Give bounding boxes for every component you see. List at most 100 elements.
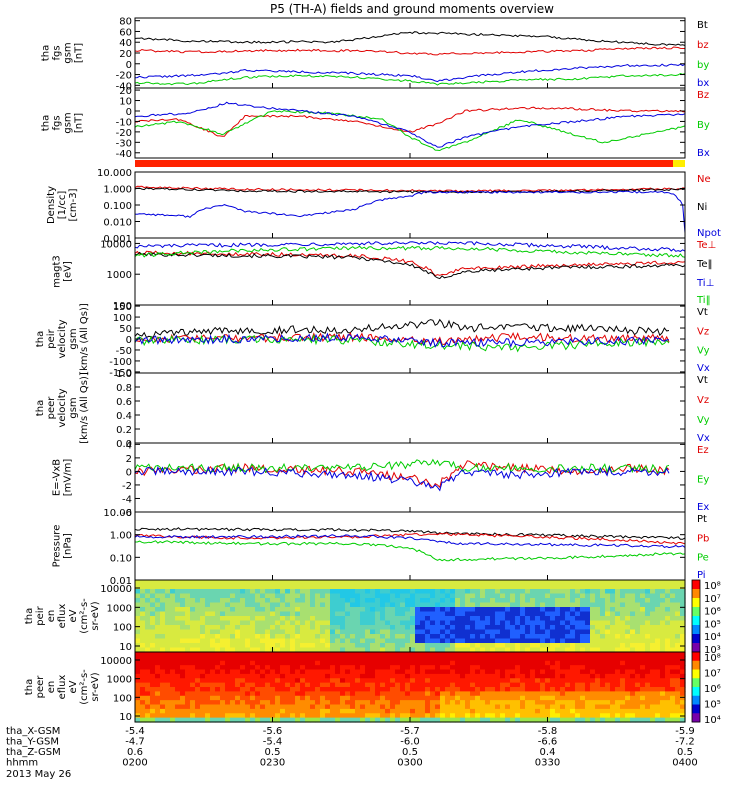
heatmap-cell <box>435 713 441 719</box>
heatmap-cell <box>335 580 341 586</box>
heatmap-cell <box>160 678 166 684</box>
heatmap-cell <box>620 598 626 604</box>
heatmap-cell <box>140 652 146 657</box>
heatmap-cell <box>230 580 236 586</box>
heatmap-cell <box>535 647 541 653</box>
heatmap-cell <box>525 660 531 666</box>
heatmap-cell <box>410 598 416 604</box>
heatmap-cell <box>585 687 591 692</box>
heatmap-cell <box>410 629 416 635</box>
heatmap-cell <box>155 629 161 635</box>
heatmap-cell <box>645 620 651 626</box>
heatmap-cell <box>660 625 666 631</box>
heatmap-cell <box>565 607 571 613</box>
heatmap-cell <box>140 634 146 640</box>
heatmap-cell <box>350 616 356 622</box>
heatmap-cell <box>440 656 446 662</box>
heatmap-cell <box>330 669 336 675</box>
heatmap-cell <box>360 643 366 649</box>
heatmap-cell <box>235 695 241 701</box>
heatmap-cell <box>365 695 371 701</box>
heatmap-cell <box>425 616 431 622</box>
heatmap-cell <box>445 660 451 666</box>
heatmap-cell <box>170 678 176 684</box>
heatmap-cell <box>180 717 186 723</box>
heatmap-cell <box>400 704 406 710</box>
heatmap-cell <box>200 638 206 644</box>
heatmap-cell <box>465 691 471 697</box>
heatmap-cell <box>550 682 556 688</box>
heatmap-cell <box>590 687 596 692</box>
series-Ex <box>134 465 670 492</box>
heatmap-cell <box>300 656 306 662</box>
heatmap-cell <box>445 708 451 714</box>
heatmap-cell <box>470 611 476 617</box>
heatmap-cell <box>530 643 536 649</box>
heatmap-cell <box>535 607 541 613</box>
heatmap-cell <box>195 656 201 662</box>
heatmap-cell <box>140 713 146 719</box>
ylabel-line: fgs <box>52 115 63 130</box>
heatmap-cell <box>140 629 146 635</box>
heatmap-cell <box>220 593 226 599</box>
heatmap-cell <box>660 647 666 653</box>
heatmap-cell <box>550 584 556 590</box>
heatmap-cell <box>420 625 426 631</box>
heatmap-cell <box>570 695 576 701</box>
heatmap-cell <box>355 656 361 662</box>
heatmap-cell <box>615 643 621 649</box>
heatmap-cell <box>660 717 666 723</box>
heatmap-cell <box>405 656 411 662</box>
heatmap-cell <box>485 593 491 599</box>
heatmap-cell <box>410 708 416 714</box>
heatmap-cell <box>150 607 156 613</box>
heatmap-cell <box>680 593 686 599</box>
heatmap-cell <box>145 580 151 586</box>
heatmap-cell <box>485 620 491 626</box>
heatmap-cell <box>155 589 161 595</box>
heatmap-cell <box>465 589 471 595</box>
heatmap-cell <box>235 584 241 590</box>
heatmap-cell <box>350 652 356 657</box>
heatmap-cell <box>640 704 646 710</box>
heatmap-cell <box>180 607 186 613</box>
panel-peir_velocity: VtVzVyVx150100500-50-100-150thapeirveloc… <box>35 302 710 379</box>
heatmap-cell <box>350 598 356 604</box>
heatmap-cell <box>560 625 566 631</box>
heatmap-cell <box>485 611 491 617</box>
heatmap-cell <box>175 704 181 710</box>
heatmap-cell <box>515 584 521 590</box>
heatmap-cell <box>320 607 326 613</box>
heatmap-cell <box>230 629 236 635</box>
heatmap-cell <box>205 691 211 697</box>
legend-By: By <box>697 120 710 131</box>
heatmap-cell <box>615 584 621 590</box>
panel-frame <box>134 171 686 239</box>
heatmap-cell <box>640 629 646 635</box>
heatmap-cell <box>590 584 596 590</box>
heatmap-cell <box>670 643 676 649</box>
heatmap-cell <box>630 660 636 666</box>
heatmap-cell <box>220 717 226 723</box>
heatmap-cell <box>210 652 216 657</box>
heatmap-cell <box>365 660 371 666</box>
heatmap-cell <box>455 602 461 608</box>
heatmap-cell <box>165 673 171 679</box>
heatmap-cell <box>630 584 636 590</box>
heatmap-cell <box>575 700 581 706</box>
heatmap-cell <box>575 589 581 595</box>
heatmap-cell <box>465 602 471 608</box>
heatmap-cell <box>180 678 186 684</box>
heatmap-cell <box>535 713 541 719</box>
heatmap-cell <box>400 607 406 613</box>
heatmap-cell <box>220 704 226 710</box>
heatmap-cell <box>145 593 151 599</box>
heatmap-cell <box>545 634 551 640</box>
heatmap-cell <box>335 589 341 595</box>
heatmap-cell <box>500 593 506 599</box>
heatmap-cell <box>520 598 526 604</box>
heatmap-cell <box>445 634 451 640</box>
heatmap-cell <box>380 589 386 595</box>
heatmap-cell <box>430 708 436 714</box>
heatmap-cell <box>185 665 191 671</box>
